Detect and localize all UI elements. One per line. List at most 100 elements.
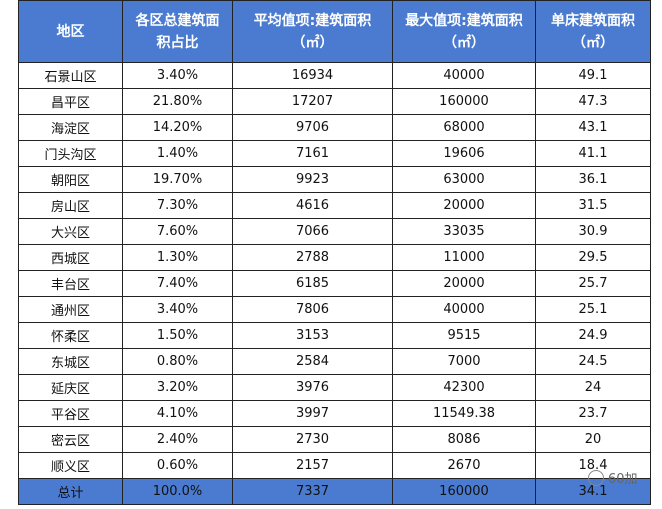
table-cell: 西城区 bbox=[18, 244, 123, 271]
table-row: 顺义区 0.60% 2157 2670 18.4 bbox=[18, 452, 651, 479]
table-cell: 20000 bbox=[392, 270, 536, 297]
table-row: 通州区 3.40% 7806 40000 25.1 bbox=[18, 296, 651, 323]
table-cell: 11000 bbox=[392, 244, 536, 271]
table-cell: 丰台区 bbox=[18, 270, 123, 297]
table-cell: 7806 bbox=[232, 296, 393, 323]
table-row: 丰台区 7.40% 6185 20000 25.7 bbox=[18, 270, 651, 297]
table-cell: 1.40% bbox=[122, 140, 233, 167]
table-cell: 49.1 bbox=[535, 62, 651, 89]
table-cell: 25.7 bbox=[535, 270, 651, 297]
table-cell: 昌平区 bbox=[18, 88, 123, 115]
table-cell: 16934 bbox=[232, 62, 393, 89]
table-cell: 0.80% bbox=[122, 348, 233, 375]
table-cell: 3976 bbox=[232, 374, 393, 401]
table-cell: 4616 bbox=[232, 192, 393, 219]
table-cell: 7.30% bbox=[122, 192, 233, 219]
total-cell: 160000 bbox=[392, 478, 536, 505]
total-cell: 7337 bbox=[232, 478, 393, 505]
data-table: 地区 各区总建筑面 积占比 平均值项:建筑面积 （㎡） 最大值项:建筑面积 （㎡） 单床建筑面… bbox=[18, 0, 651, 505]
table-cell: 7000 bbox=[392, 348, 536, 375]
table-cell: 31.5 bbox=[535, 192, 651, 219]
table-cell: 17207 bbox=[232, 88, 393, 115]
table-cell: 大兴区 bbox=[18, 218, 123, 245]
table-cell: 海淀区 bbox=[18, 114, 123, 141]
table-cell: 24.9 bbox=[535, 322, 651, 349]
header-line: （㎡） bbox=[572, 34, 614, 51]
table-cell: 20000 bbox=[392, 192, 536, 219]
watermark-icon bbox=[588, 469, 604, 486]
table-cell: 40000 bbox=[392, 62, 536, 89]
table-cell: 47.3 bbox=[535, 88, 651, 115]
watermark: 60加 bbox=[588, 468, 638, 487]
table-cell: 33035 bbox=[392, 218, 536, 245]
total-cell: 34.1 bbox=[535, 478, 651, 505]
table-cell: 7.40% bbox=[122, 270, 233, 297]
header-row: 地区 各区总建筑面 积占比 平均值项:建筑面积 （㎡） 最大值项:建筑面积 （㎡） 单床建筑面… bbox=[18, 0, 651, 63]
table-cell: 怀柔区 bbox=[18, 322, 123, 349]
table-row: 石景山区 3.40% 16934 40000 49.1 bbox=[18, 62, 651, 89]
header-line: 单床建筑面积 bbox=[551, 12, 635, 29]
table-row: 延庆区 3.20% 3976 42300 24 bbox=[18, 374, 651, 401]
table-row: 海淀区 14.20% 9706 68000 43.1 bbox=[18, 114, 651, 141]
header-line: 最大值项:建筑面积 bbox=[405, 12, 523, 29]
table-cell: 3153 bbox=[232, 322, 393, 349]
table-cell: 7161 bbox=[232, 140, 393, 167]
header-line: （㎡） bbox=[291, 34, 334, 51]
table-cell: 43.1 bbox=[535, 114, 651, 141]
header-cell: 地区 bbox=[18, 0, 123, 63]
table-cell: 11549.38 bbox=[392, 400, 536, 427]
table-row: 门头沟区 1.40% 7161 19606 41.1 bbox=[18, 140, 651, 167]
table-cell: 23.7 bbox=[535, 400, 651, 427]
table-row: 房山区 7.30% 4616 20000 31.5 bbox=[18, 192, 651, 219]
table-cell: 160000 bbox=[392, 88, 536, 115]
table-cell: 41.1 bbox=[535, 140, 651, 167]
table-cell: 40000 bbox=[392, 296, 536, 323]
table-cell: 0.60% bbox=[122, 452, 233, 479]
watermark-text: 60加 bbox=[608, 472, 638, 487]
table-cell: 29.5 bbox=[535, 244, 651, 271]
table-cell: 6185 bbox=[232, 270, 393, 297]
table-row: 东城区 0.80% 2584 7000 24.5 bbox=[18, 348, 651, 375]
table-cell: 3.20% bbox=[122, 374, 233, 401]
header-line: 地区 bbox=[56, 23, 85, 40]
table-row: 朝阳区 19.70% 9923 63000 36.1 bbox=[18, 166, 651, 193]
total-cell: 100.0% bbox=[122, 478, 233, 505]
table-cell: 4.10% bbox=[122, 400, 233, 427]
table-cell: 24.5 bbox=[535, 348, 651, 375]
table-cell: 密云区 bbox=[18, 426, 123, 453]
table-cell: 2730 bbox=[232, 426, 393, 453]
table-row: 平谷区 4.10% 3997 11549.38 23.7 bbox=[18, 400, 651, 427]
table-cell: 延庆区 bbox=[18, 374, 123, 401]
table-cell: 朝阳区 bbox=[18, 166, 123, 193]
table-cell: 25.1 bbox=[535, 296, 651, 323]
table-cell: 平谷区 bbox=[18, 400, 123, 427]
header-cell: 平均值项:建筑面积 （㎡） bbox=[232, 0, 393, 63]
table-cell: 7066 bbox=[232, 218, 393, 245]
table-cell: 8086 bbox=[392, 426, 536, 453]
table-row: 怀柔区 1.50% 3153 9515 24.9 bbox=[18, 322, 651, 349]
header-line: （㎡） bbox=[443, 34, 485, 51]
table-cell: 9923 bbox=[232, 166, 393, 193]
table-cell: 30.9 bbox=[535, 218, 651, 245]
header-line: 积占比 bbox=[156, 34, 199, 51]
table-cell: 房山区 bbox=[18, 192, 123, 219]
table-cell: 东城区 bbox=[18, 348, 123, 375]
header-line: 各区总建筑面 bbox=[135, 12, 220, 29]
table-cell: 顺义区 bbox=[18, 452, 123, 479]
table-cell: 63000 bbox=[392, 166, 536, 193]
table-cell: 24 bbox=[535, 374, 651, 401]
header-cell: 单床建筑面积 （㎡） bbox=[535, 0, 651, 63]
table-cell: 9515 bbox=[392, 322, 536, 349]
table-cell: 1.30% bbox=[122, 244, 233, 271]
table-cell: 21.80% bbox=[122, 88, 233, 115]
table-cell: 36.1 bbox=[535, 166, 651, 193]
table-cell: 3997 bbox=[232, 400, 393, 427]
table-cell: 2157 bbox=[232, 452, 393, 479]
total-row: 总计 100.0% 7337 160000 34.1 bbox=[18, 478, 651, 505]
table-row: 西城区 1.30% 2788 11000 29.5 bbox=[18, 244, 651, 271]
table-cell: 19.70% bbox=[122, 166, 233, 193]
table-row: 密云区 2.40% 2730 8086 20 bbox=[18, 426, 651, 453]
header-cell: 最大值项:建筑面积 （㎡） bbox=[392, 0, 536, 63]
table-cell: 20 bbox=[535, 426, 651, 453]
